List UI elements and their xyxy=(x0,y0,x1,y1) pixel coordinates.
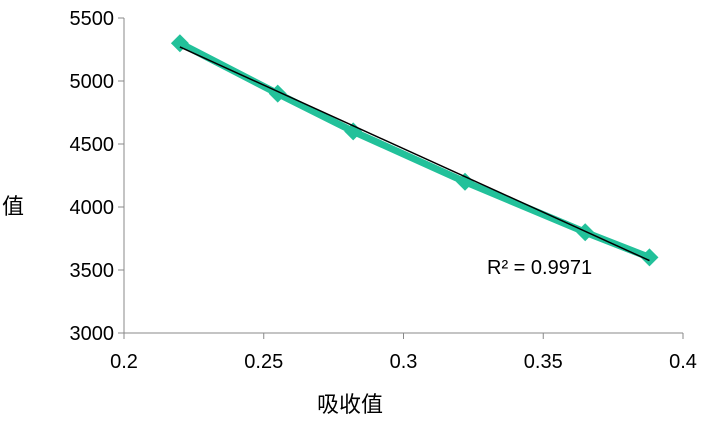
data-point xyxy=(344,122,363,141)
axes xyxy=(123,18,683,334)
y-tick-label: 3000 xyxy=(70,323,115,345)
y-tick-label: 5500 xyxy=(70,8,115,30)
x-axis-label: 吸收值 xyxy=(317,393,383,418)
trendline xyxy=(179,46,650,262)
y-ticks: 3000 3500 4000 4500 5000 5500 xyxy=(70,8,124,345)
data-point xyxy=(170,34,189,53)
x-tick-label: 0.35 xyxy=(524,351,563,373)
series-line xyxy=(178,40,651,261)
y-tick-label: 4500 xyxy=(70,134,115,156)
y-axis-label: 值 xyxy=(2,195,24,220)
y-tick-label: 4000 xyxy=(70,197,115,219)
data-point xyxy=(576,223,595,242)
y-tick-label: 5000 xyxy=(70,71,115,93)
x-tick-label: 0.2 xyxy=(110,351,138,373)
x-tick-label: 0.25 xyxy=(244,351,283,373)
x-tick-label: 0.4 xyxy=(669,351,697,373)
x-ticks: 0.2 0.25 0.3 0.35 0.4 xyxy=(110,333,697,373)
data-point xyxy=(640,248,659,267)
r-squared-annotation: R² = 0.9971 xyxy=(487,257,592,279)
x-tick-label: 0.3 xyxy=(390,351,418,373)
y-tick-label: 3500 xyxy=(70,260,115,282)
data-point xyxy=(455,172,474,191)
